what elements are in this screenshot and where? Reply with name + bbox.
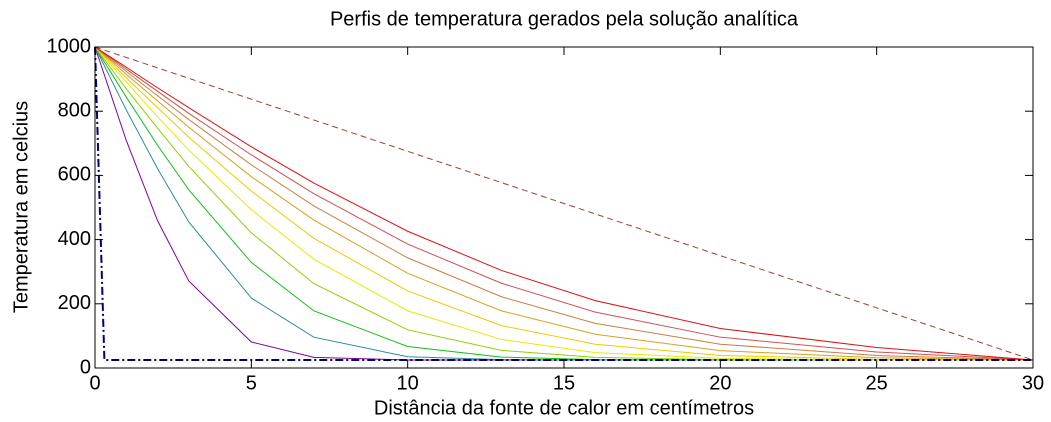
- y-tick-label: 1000: [47, 35, 92, 57]
- y-tick-label: 200: [58, 292, 91, 314]
- x-tick-label: 0: [89, 372, 100, 394]
- x-tick-label: 10: [397, 372, 419, 394]
- x-tick-label: 15: [553, 372, 575, 394]
- line-series: [94, 46, 1034, 361]
- line-series: [94, 46, 1033, 361]
- y-axis-label: Temperatura em celcius: [10, 101, 32, 313]
- x-axis-label: Distância da fonte de calor em centímetr…: [374, 397, 754, 419]
- y-tick-label: 800: [58, 99, 91, 121]
- line-series: [94, 46, 1034, 361]
- y-tick-label: 0: [80, 356, 91, 378]
- x-tick-label: 5: [246, 372, 257, 394]
- line-series: [94, 46, 1033, 361]
- line-series: [94, 46, 1034, 361]
- plot-frame: [94, 46, 1034, 369]
- x-tick-label: 30: [1022, 372, 1044, 394]
- line-series: [94, 46, 1034, 361]
- chart-title: Perfis de temperatura gerados pela soluç…: [330, 8, 799, 30]
- x-tick-label: 25: [866, 372, 888, 394]
- line-series: [94, 46, 1034, 361]
- x-tick-label: 20: [709, 372, 731, 394]
- y-tick-label: 600: [58, 164, 91, 186]
- y-tick-label: 400: [58, 228, 91, 250]
- line-series: [94, 46, 1034, 361]
